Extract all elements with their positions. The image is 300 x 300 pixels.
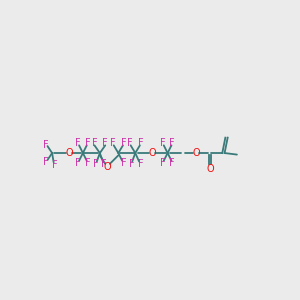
Text: F: F [129, 159, 134, 169]
Text: F: F [110, 138, 116, 148]
Text: F: F [138, 138, 143, 148]
Text: F: F [121, 158, 127, 168]
Text: F: F [169, 138, 175, 148]
Text: O: O [206, 164, 214, 174]
Text: F: F [93, 159, 99, 169]
Text: F: F [75, 138, 80, 148]
Text: O: O [192, 148, 200, 158]
Text: F: F [160, 138, 166, 148]
Text: F: F [121, 138, 127, 148]
Text: F: F [43, 157, 49, 166]
Text: O: O [104, 162, 111, 172]
Text: F: F [102, 138, 108, 148]
Text: F: F [43, 140, 49, 150]
Text: F: F [85, 138, 91, 148]
Text: F: F [52, 160, 57, 170]
Text: F: F [138, 159, 143, 169]
Text: O: O [65, 148, 73, 158]
Text: F: F [92, 138, 97, 148]
Text: F: F [101, 159, 106, 169]
Text: O: O [148, 148, 156, 158]
Text: F: F [160, 158, 166, 168]
Text: F: F [85, 158, 91, 168]
Text: F: F [127, 138, 133, 148]
Text: F: F [169, 158, 175, 168]
Text: F: F [75, 158, 80, 168]
